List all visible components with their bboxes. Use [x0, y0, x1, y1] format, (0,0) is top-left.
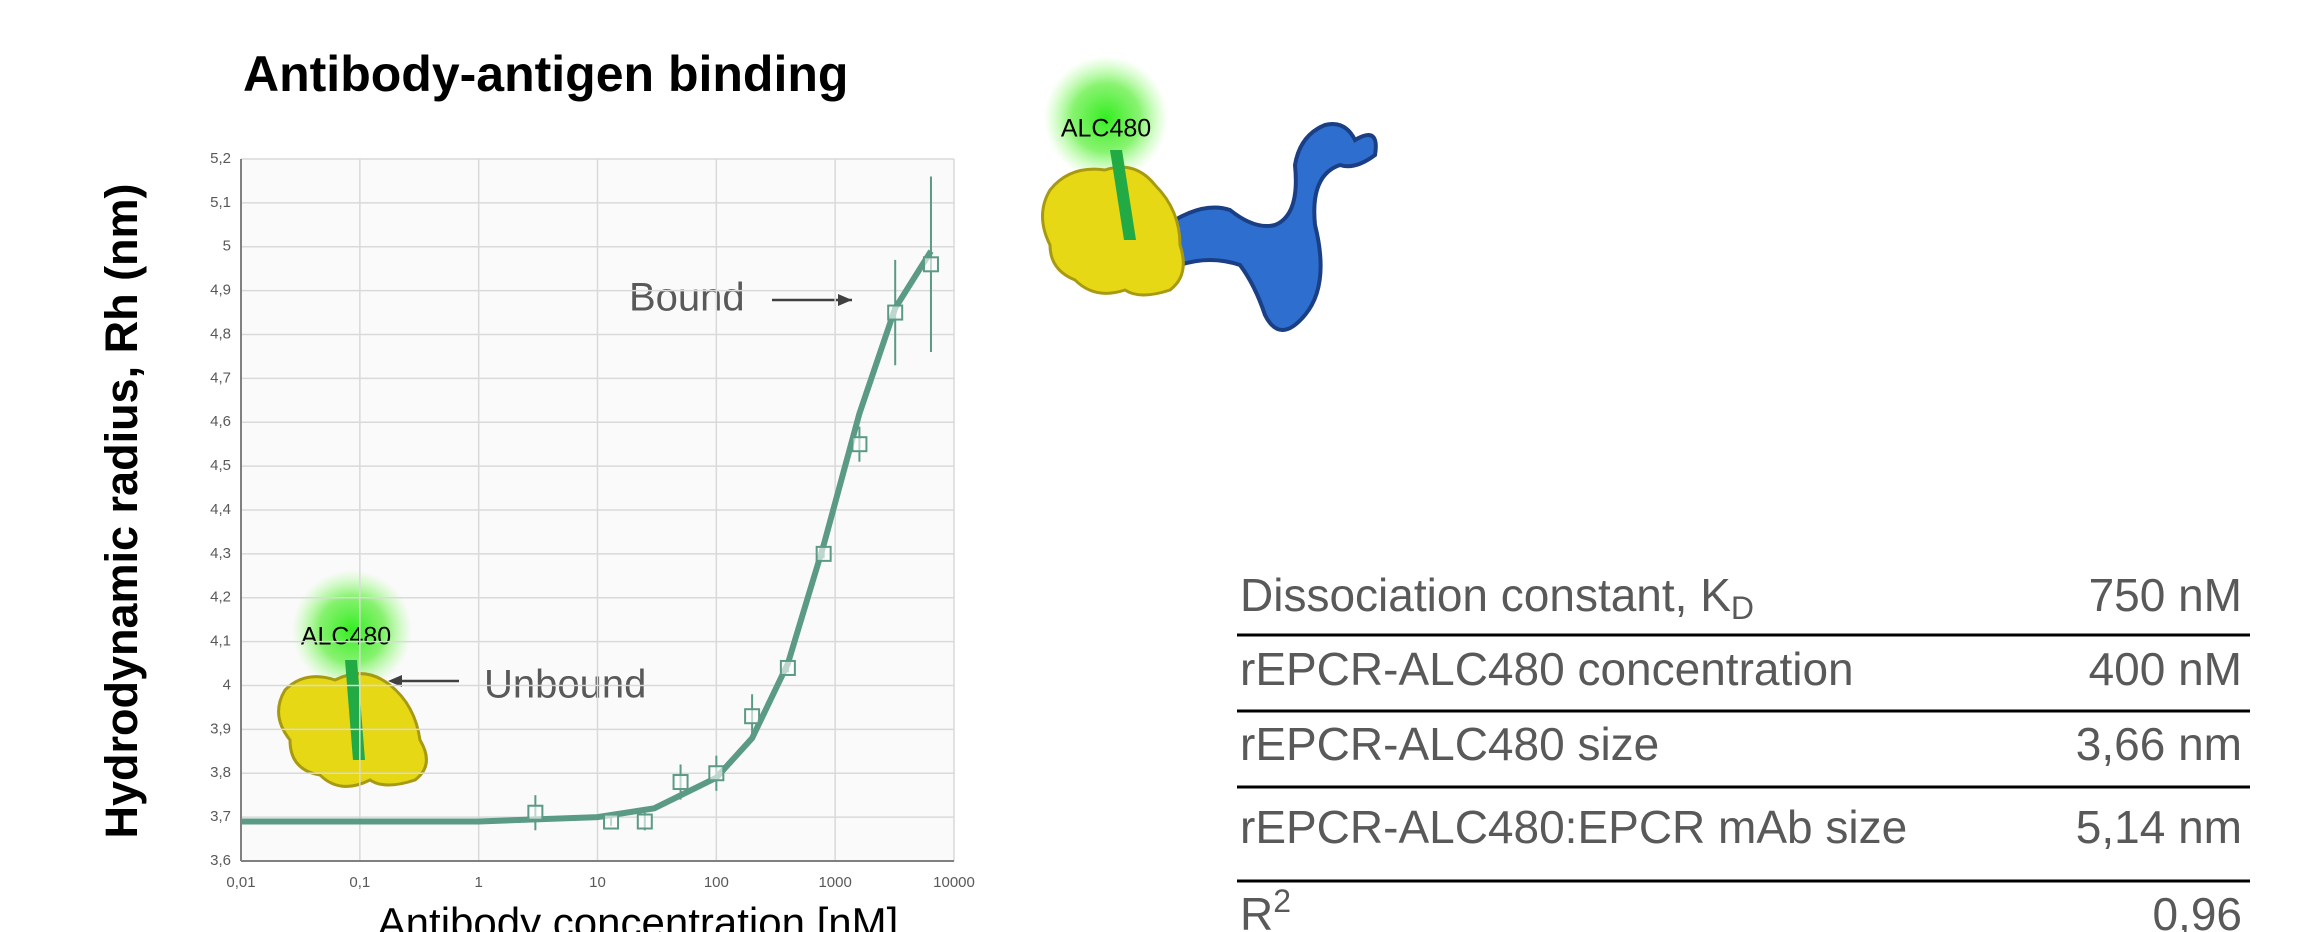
glow — [1044, 56, 1168, 180]
data-point — [527, 804, 544, 821]
protein-body — [1041, 165, 1185, 297]
y-tick-label: 5 — [223, 238, 231, 255]
y-axis-title: Hydrodynamic radius, Rh (nm) — [96, 183, 147, 838]
bound-protein — [1041, 56, 1378, 332]
y-tick-label: 4,4 — [210, 501, 231, 518]
row-value: 3,66 nm — [2076, 718, 2242, 770]
y-tick-label: 3,8 — [210, 764, 231, 781]
protein-strand — [1110, 150, 1136, 240]
y-tick-label: 4,2 — [210, 589, 231, 606]
data-point — [815, 545, 832, 562]
x-tick-label: 0,01 — [226, 874, 255, 891]
data-point — [636, 813, 653, 830]
data-point — [887, 304, 904, 321]
y-tick-label: 5,2 — [210, 150, 231, 167]
glow — [292, 570, 412, 690]
y-tick-label: 4,8 — [210, 325, 231, 342]
row-value: 400 nM — [2089, 643, 2242, 695]
x-tick-label: 1000 — [818, 874, 851, 891]
y-tick-label: 4,6 — [210, 413, 231, 430]
x-tick-label: 1 — [474, 874, 482, 891]
annotation: ALC480 — [301, 623, 391, 651]
label-text: Dissociation constant, K — [1240, 569, 1731, 621]
row-value: 5,14 nm — [2076, 801, 2242, 853]
y-tick-label: 4,3 — [210, 545, 231, 562]
data-point — [922, 256, 939, 273]
y-tick-label: 4,9 — [210, 282, 231, 299]
arrow-head — [838, 294, 852, 306]
data-point — [744, 708, 761, 725]
label-text: rEPCR-ALC480 size — [1240, 718, 1659, 770]
label-text: R — [1240, 888, 1273, 932]
chart-title: Antibody-antigen binding — [243, 46, 848, 102]
arrow-head — [388, 675, 402, 687]
y-tick-label: 4,7 — [210, 369, 231, 386]
data-point — [779, 659, 796, 676]
row-label: rEPCR-ALC480:EPCR mAb size — [1240, 801, 1907, 853]
data-point — [603, 813, 620, 830]
subscript: D — [1731, 590, 1754, 626]
row-label: Dissociation constant, KD — [1240, 569, 1754, 626]
label-text: rEPCR-ALC480:EPCR mAb size — [1240, 801, 1907, 853]
data-point — [708, 765, 725, 782]
annotation: Bound — [629, 276, 745, 320]
y-tick-label: 4,5 — [210, 457, 231, 474]
annotation: ALC480 — [1061, 115, 1151, 143]
row-label: rEPCR-ALC480 concentration — [1240, 643, 1854, 695]
label-text: rEPCR-ALC480 concentration — [1240, 643, 1854, 695]
y-tick-label: 3,9 — [210, 720, 231, 737]
y-tick-label: 3,6 — [210, 852, 231, 869]
data-point — [851, 436, 868, 453]
y-tick-label: 5,1 — [210, 194, 231, 211]
x-tick-label: 100 — [704, 874, 729, 891]
antibody — [1157, 122, 1378, 332]
row-label: rEPCR-ALC480 size — [1240, 718, 1659, 770]
x-tick-label: 10 — [589, 874, 606, 891]
data-point — [672, 774, 689, 791]
y-tick-label: 4 — [223, 676, 231, 693]
x-tick-label: 0,1 — [349, 874, 370, 891]
row-value: 0,96 — [2152, 888, 2242, 932]
superscript: 2 — [1273, 883, 1291, 919]
row-label: R2 — [1240, 883, 1291, 932]
y-tick-label: 3,7 — [210, 808, 231, 825]
row-value: 750 nM — [2089, 569, 2242, 621]
x-axis-title: Antibody concentration [nM] — [378, 899, 899, 932]
annotation: Unbound — [484, 663, 646, 707]
x-tick-label: 10000 — [933, 874, 975, 891]
y-tick-label: 4,1 — [210, 633, 231, 650]
